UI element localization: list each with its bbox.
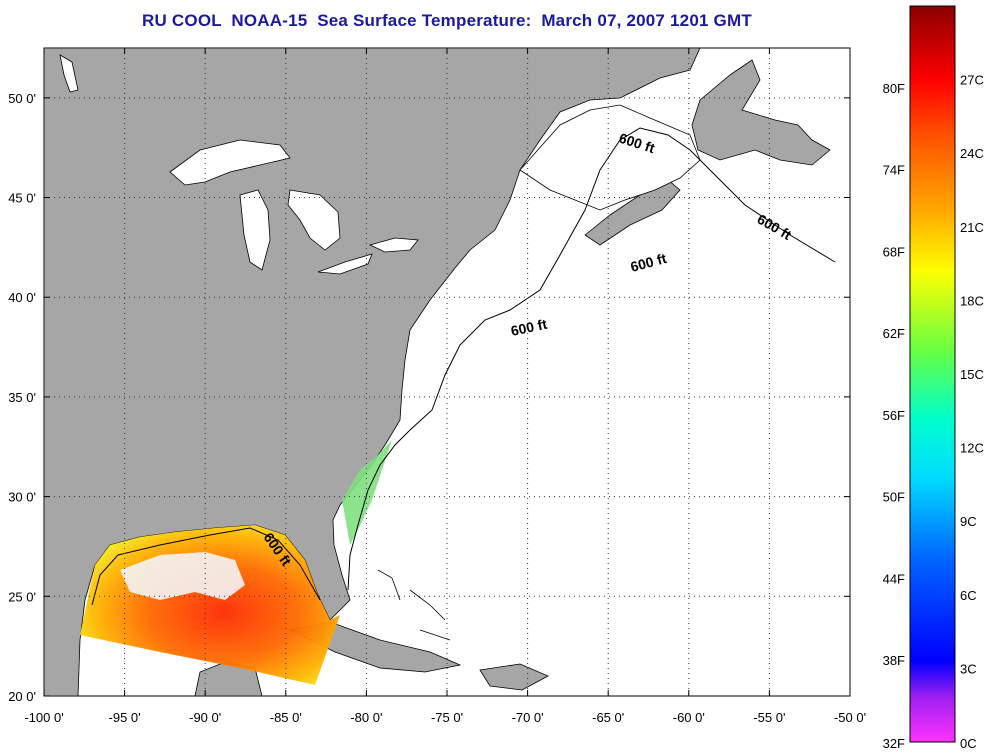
colorbar-f-label: 62F [883, 326, 905, 341]
colorbar [909, 5, 956, 743]
lon-tick-label: -75 0' [431, 710, 463, 725]
sst-clouds [120, 552, 245, 600]
lat-tick-label: 50 0' [8, 91, 36, 106]
colorbar-c-label: 24C [960, 146, 984, 161]
land-bahamas [377, 569, 451, 641]
lake-huron [287, 189, 341, 251]
colorbar-f-label: 74F [883, 163, 905, 178]
lake-michigan [239, 189, 271, 271]
colorbar-f-label: 32F [883, 736, 905, 751]
colorbar-f-label: 50F [883, 490, 905, 505]
latitude-axis: 20 0' 25 0' 30 0' 35 0' 40 0' 45 0' 50 0' [8, 91, 36, 704]
map-grid [43, 48, 851, 697]
lon-tick-label: -100 0' [24, 710, 63, 725]
lat-tick-label: 35 0' [8, 390, 36, 405]
lon-tick-label: -80 0' [350, 710, 382, 725]
lake-winnipeg [59, 54, 79, 93]
colorbar-c-label: 9C [960, 514, 977, 529]
lake-ontario [368, 237, 419, 253]
isobath-600ft [347, 127, 836, 591]
map-title: RU COOL NOAA-15 Sea Surface Temperature:… [142, 11, 752, 30]
land-nova-scotia [584, 179, 681, 246]
lat-tick-label: 40 0' [8, 290, 36, 305]
lon-tick-label: -55 0' [753, 710, 785, 725]
lon-tick-label: -85 0' [270, 710, 302, 725]
lon-tick-label: -65 0' [592, 710, 624, 725]
colorbar-fahrenheit-labels: 80F 74F 68F 62F 56F 50F 44F 38F 32F [883, 81, 905, 751]
lon-tick-label: -70 0' [512, 710, 544, 725]
colorbar-c-label: 6C [960, 588, 977, 603]
lon-tick-label: -50 0' [834, 710, 866, 725]
map-layers [44, 48, 836, 696]
lat-tick-label: 45 0' [8, 191, 36, 206]
colorbar-f-label: 80F [883, 81, 905, 96]
isobath-600ft-gulf [91, 527, 321, 606]
colorbar-f-label: 56F [883, 408, 905, 423]
lat-tick-label: 20 0' [8, 689, 36, 704]
colorbar-f-label: 44F [883, 571, 905, 586]
lon-tick-label: -95 0' [109, 710, 141, 725]
colorbar-c-label: 21C [960, 220, 984, 235]
colorbar-c-label: 15C [960, 367, 984, 382]
colorbar-f-label: 68F [883, 244, 905, 259]
longitude-axis: -100 0' -95 0' -90 0' -85 0' -80 0' -75 0' -70… [24, 710, 866, 725]
lake-erie [317, 253, 373, 275]
lat-tick-label: 25 0' [8, 589, 36, 604]
lon-tick-label: -90 0' [189, 710, 221, 725]
contour-label-mid-atlantic: 600 ft [509, 316, 548, 339]
lon-tick-label: -60 0' [673, 710, 705, 725]
colorbar-f-label: 38F [883, 653, 905, 668]
colorbar-c-label: 3C [960, 661, 977, 676]
colorbar-celsius-labels: 27C 24C 21C 18C 15C 12C 9C 6C 3C 0C [960, 73, 984, 751]
lat-tick-label: 30 0' [8, 490, 36, 505]
colorbar-c-label: 12C [960, 441, 984, 456]
colorbar-c-label: 18C [960, 293, 984, 308]
colorbar-c-label: 0C [960, 736, 977, 751]
lake-superior [169, 139, 291, 186]
land-newfoundland [691, 59, 831, 166]
colorbar-c-label: 27C [960, 73, 984, 88]
land-hispaniola [479, 663, 549, 691]
